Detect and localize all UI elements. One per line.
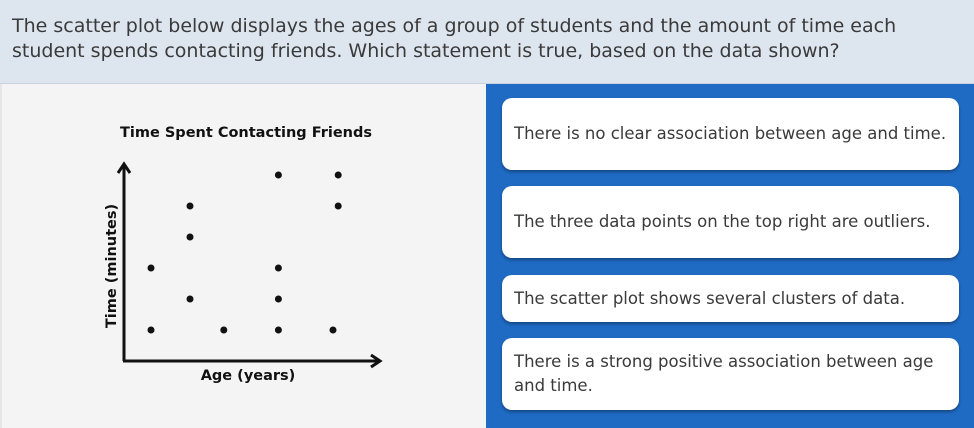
question-header: The scatter plot below displays the ages… bbox=[0, 0, 974, 84]
answer-panel: There is no clear association between ag… bbox=[486, 84, 974, 428]
data-point bbox=[147, 326, 155, 334]
question-text: The scatter plot below displays the ages… bbox=[12, 15, 897, 62]
data-point bbox=[334, 171, 342, 179]
answer-option-text: The scatter plot shows several clusters … bbox=[514, 288, 906, 308]
x-axis-arrow-icon bbox=[370, 353, 383, 369]
y-axis-arrow-icon bbox=[116, 161, 132, 174]
answer-option-text: The three data points on the top right a… bbox=[514, 212, 931, 231]
data-point bbox=[147, 264, 155, 272]
chart-panel: Time Spent Contacting Friends Age (years… bbox=[0, 84, 486, 428]
data-point bbox=[186, 202, 194, 210]
answer-option-4[interactable]: There is a strong positive association b… bbox=[502, 338, 959, 410]
data-point bbox=[274, 264, 282, 272]
x-axis-label: Age (years) bbox=[201, 368, 296, 384]
data-point bbox=[334, 202, 342, 210]
y-axis bbox=[116, 161, 132, 361]
data-point bbox=[220, 326, 228, 334]
answer-option-3[interactable]: The scatter plot shows several clusters … bbox=[502, 275, 959, 322]
answer-option-text: There is a strong positive association b… bbox=[514, 352, 934, 395]
data-point bbox=[186, 233, 194, 241]
data-point bbox=[274, 171, 282, 179]
data-point bbox=[274, 326, 282, 334]
scatter-plot: Time Spent Contacting Friends Age (years… bbox=[104, 125, 383, 384]
y-axis-label: Time (minutes) bbox=[104, 204, 120, 328]
x-axis bbox=[123, 353, 383, 369]
data-point bbox=[274, 295, 282, 303]
answer-option-text: There is no clear association between ag… bbox=[514, 124, 947, 143]
data-point bbox=[186, 295, 194, 303]
answer-option-1[interactable]: There is no clear association between ag… bbox=[502, 98, 959, 170]
data-point bbox=[329, 326, 337, 334]
chart-title: Time Spent Contacting Friends bbox=[120, 125, 372, 141]
answer-option-2[interactable]: The three data points on the top right a… bbox=[502, 186, 959, 258]
